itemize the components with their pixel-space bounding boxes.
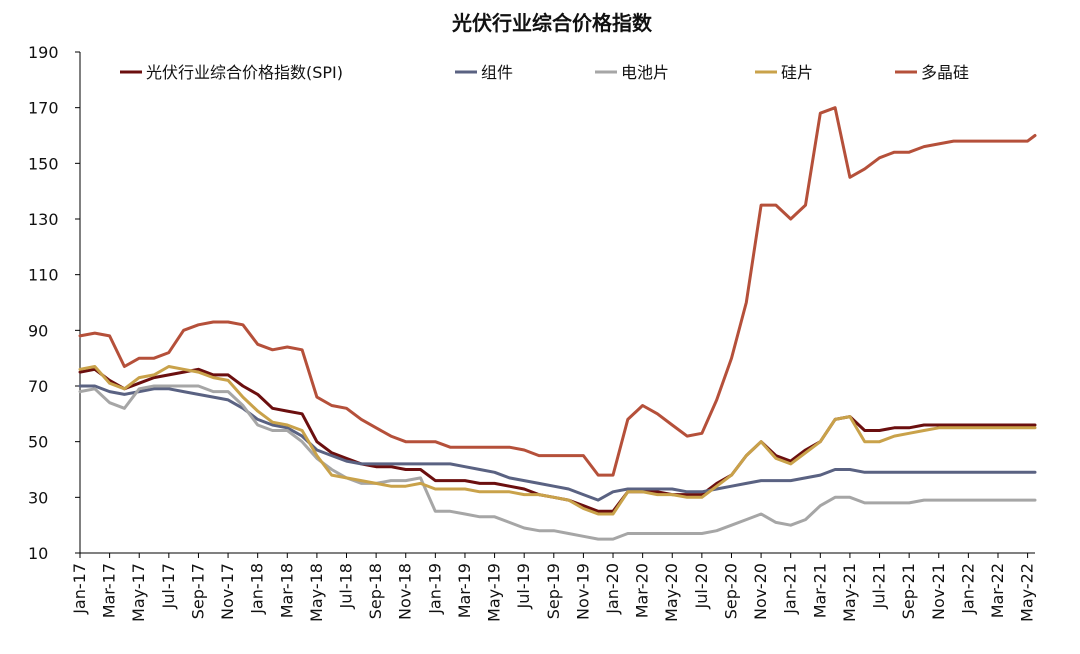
- series-line-4: [78, 106, 1037, 477]
- y-tick-label: 130: [28, 210, 59, 229]
- y-tick-label: 30: [28, 488, 48, 507]
- legend-label-3: 硅片: [781, 63, 813, 82]
- y-tick-label: 170: [28, 99, 59, 118]
- x-tick-label: Jan-21: [781, 563, 800, 615]
- x-tick-label: Sep-19: [544, 563, 563, 619]
- x-tick-label: Jan-17: [70, 563, 89, 615]
- series-line-3: [78, 365, 1037, 516]
- y-tick-label: 70: [28, 377, 48, 396]
- x-tick-label: Mar-20: [633, 563, 652, 618]
- chart-title: 光伏行业综合价格指数: [451, 11, 653, 35]
- x-tick-label: May-18: [307, 563, 326, 622]
- x-axis-ticks: Jan-17 Mar-17 May-17 Jul-17 Sep-17 Nov-17 Jan-…: [70, 553, 1037, 622]
- x-tick-label: May-21: [840, 563, 859, 622]
- y-tick-label: 10: [28, 544, 48, 563]
- x-tick-label: Sep-20: [721, 563, 740, 619]
- y-tick-label: 90: [28, 321, 48, 340]
- legend-label-2: 电池片: [621, 63, 669, 82]
- x-tick-label: Nov-17: [218, 563, 237, 620]
- x-tick-label: May-19: [485, 563, 504, 622]
- x-tick-label: May-22: [1018, 563, 1037, 622]
- x-tick-label: Mar-18: [277, 563, 296, 618]
- x-tick-label: Sep-21: [899, 563, 918, 619]
- y-tick-label: 150: [28, 154, 59, 173]
- x-tick-label: Jul-18: [337, 563, 356, 609]
- legend-label-4: 多晶硅: [921, 63, 969, 82]
- x-tick-label: May-17: [129, 563, 148, 622]
- series-line-2: [78, 384, 1037, 541]
- x-tick-label: Sep-18: [366, 563, 385, 619]
- x-tick-label: May-20: [662, 563, 681, 622]
- x-tick-label: Mar-19: [455, 563, 474, 618]
- x-tick-label: Jul-20: [692, 563, 711, 609]
- y-tick-label: 190: [28, 43, 59, 62]
- x-tick-label: Jan-20: [603, 563, 622, 615]
- x-tick-label: Jan-19: [425, 563, 444, 615]
- x-tick-label: Jul-19: [514, 563, 533, 609]
- series-lines: [78, 106, 1037, 541]
- series-line-1: [78, 384, 1037, 502]
- y-tick-label: 50: [28, 433, 48, 452]
- x-tick-label: Jul-17: [159, 563, 178, 609]
- x-tick-label: Jan-18: [248, 563, 267, 615]
- legend-label-0: 光伏行业综合价格指数(SPI): [146, 63, 343, 82]
- x-tick-label: Jan-22: [958, 563, 977, 615]
- x-tick-label: Jul-21: [870, 563, 889, 609]
- x-tick-label: Mar-21: [810, 563, 829, 618]
- x-tick-label: Nov-18: [396, 563, 415, 620]
- x-tick-label: Nov-21: [929, 563, 948, 620]
- x-tick-label: Sep-17: [188, 563, 207, 619]
- axes: [79, 52, 1035, 554]
- legend-label-1: 组件: [481, 63, 513, 82]
- x-tick-label: Mar-17: [100, 563, 119, 618]
- x-tick-label: Mar-22: [988, 563, 1007, 618]
- x-tick-label: Nov-20: [751, 563, 770, 620]
- legend: 光伏行业综合价格指数(SPI) 组件 电池片 硅片 多晶硅: [120, 63, 969, 82]
- y-tick-label: 110: [28, 266, 59, 285]
- y-axis-ticks: 10 30 50 70 90 110 130 150 170 190: [28, 43, 80, 563]
- x-tick-label: Nov-19: [573, 563, 592, 620]
